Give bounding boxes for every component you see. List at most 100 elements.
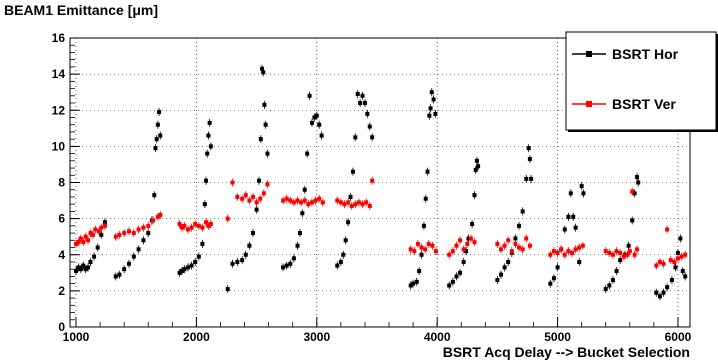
data-points — [74, 64, 688, 301]
y-tick-label: 6 — [58, 212, 65, 226]
hor-point — [335, 263, 340, 268]
ver-point — [607, 250, 612, 255]
y-tick-label: 8 — [58, 176, 65, 190]
ver-point — [302, 198, 307, 203]
ver-point — [610, 252, 615, 257]
hor-point — [661, 290, 666, 295]
legend: BSRT Hor BSRT Ver — [565, 31, 718, 132]
ver-point — [627, 249, 632, 254]
hor-point — [421, 223, 426, 228]
hor-point — [261, 70, 266, 75]
hor-point — [632, 191, 637, 196]
ver-point — [520, 247, 525, 252]
hor-point — [99, 232, 104, 237]
hor-point — [548, 281, 553, 286]
ver-point — [131, 231, 136, 236]
ver-point — [93, 227, 98, 232]
ver-point — [498, 247, 503, 252]
ver-point — [151, 218, 156, 223]
hor-point — [155, 122, 160, 127]
hor-point — [262, 102, 267, 107]
hor-point — [498, 272, 503, 277]
ver-point — [458, 238, 463, 243]
ver-point — [555, 250, 560, 255]
hor-point — [182, 267, 187, 272]
hor-point — [284, 263, 289, 268]
ver-point — [433, 249, 438, 254]
ver-point — [360, 202, 365, 207]
ver-point — [102, 223, 107, 228]
ver-point — [126, 229, 131, 234]
ver-point — [122, 231, 127, 236]
ver-point — [200, 225, 205, 230]
y-tick-label: 10 — [52, 139, 66, 153]
hor-point — [607, 283, 612, 288]
hor-point — [603, 287, 608, 292]
ver-point — [240, 196, 245, 201]
hor-point — [153, 146, 158, 151]
ver-point — [675, 256, 680, 261]
hor-point — [526, 146, 531, 151]
hor-point — [257, 178, 262, 183]
hor-point — [464, 249, 469, 254]
hor-point — [577, 259, 582, 264]
ver-point — [527, 243, 532, 248]
hor-point — [433, 111, 438, 116]
hor-point — [610, 278, 615, 283]
hor-point — [314, 113, 319, 118]
hor-point — [78, 267, 83, 272]
ver-point — [179, 225, 184, 230]
ver-point — [254, 200, 259, 205]
hor-point — [669, 278, 674, 283]
hor-point — [74, 269, 79, 274]
hor-point — [243, 252, 248, 257]
hor-point — [414, 279, 419, 284]
hor-point — [260, 66, 265, 71]
y-tick-label: 0 — [58, 320, 65, 334]
hor-point — [614, 269, 619, 274]
hor-point — [568, 191, 573, 196]
hor-point — [524, 176, 529, 181]
ver-point — [335, 198, 340, 203]
ver-point — [306, 202, 311, 207]
ver-point — [353, 202, 358, 207]
ver-point — [668, 258, 673, 263]
hor-point — [581, 191, 586, 196]
hor-point — [122, 267, 127, 272]
ver-point — [468, 236, 473, 241]
hor-point — [76, 265, 81, 270]
hor-point — [447, 283, 452, 288]
legend-marker — [586, 51, 592, 57]
hor-point — [86, 265, 91, 270]
ver-point — [349, 203, 354, 208]
hor-point — [551, 276, 556, 281]
legend-box — [565, 31, 717, 131]
hor-point — [263, 122, 268, 127]
ver-point — [76, 240, 81, 245]
x-axis-ticks: 1000 2000 3000 4000 5000 6000 — [63, 317, 692, 344]
hor-point — [154, 137, 159, 142]
ver-point — [408, 247, 413, 252]
hor-point — [680, 269, 685, 274]
hor-point — [113, 274, 118, 279]
ver-point — [461, 247, 466, 252]
ver-point — [635, 247, 640, 252]
ver-point — [632, 252, 637, 257]
hor-point — [466, 236, 471, 241]
hor-point — [350, 169, 355, 174]
ver-point — [657, 259, 662, 264]
chart-title: BEAM1 Emittance [μm] — [4, 2, 158, 18]
hor-point — [636, 180, 641, 185]
hor-point — [470, 222, 475, 227]
ver-point — [454, 243, 459, 248]
hor-point — [258, 137, 263, 142]
hor-point — [408, 283, 413, 288]
ver-point — [419, 245, 424, 250]
ver-point — [342, 202, 347, 207]
x-tick-label: 5000 — [544, 330, 571, 344]
hor-point — [81, 263, 86, 268]
hor-point — [626, 243, 631, 248]
hor-point — [225, 287, 230, 292]
legend-label: BSRT Hor — [612, 46, 679, 62]
ver-point — [665, 227, 670, 232]
